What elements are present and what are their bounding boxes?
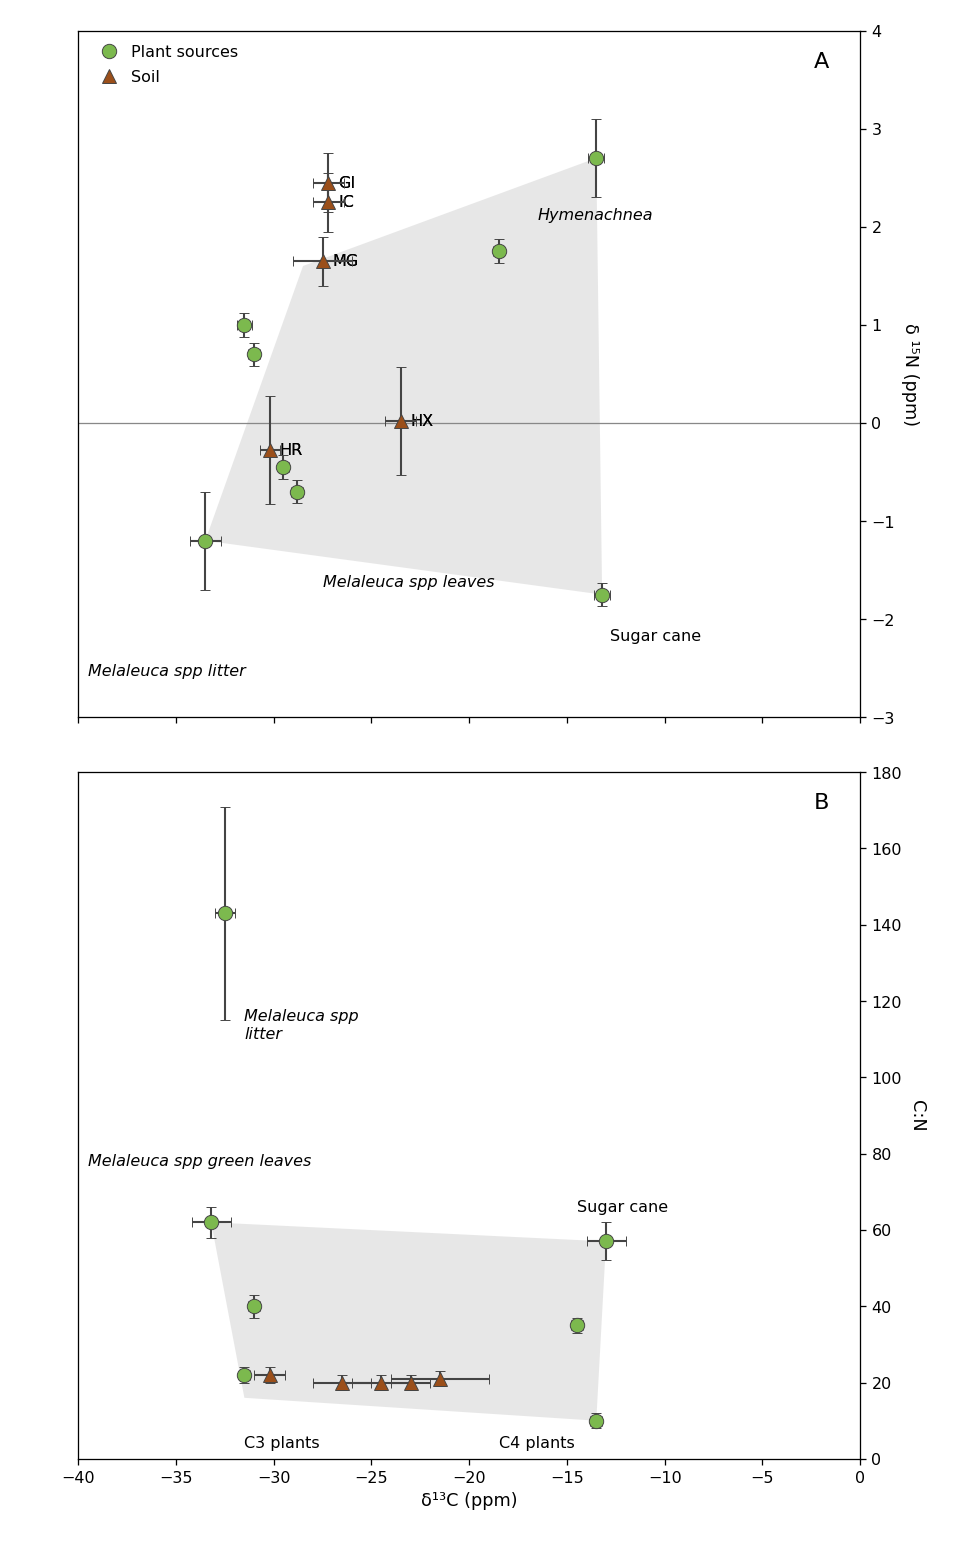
X-axis label: δ¹³C (ppm): δ¹³C (ppm) (421, 1491, 517, 1510)
Text: B: B (813, 793, 828, 813)
Y-axis label: C:N: C:N (908, 1100, 925, 1131)
Polygon shape (205, 158, 602, 594)
Text: IC: IC (338, 196, 354, 210)
Text: MG: MG (332, 255, 359, 268)
Text: Sugar cane: Sugar cane (576, 1200, 667, 1215)
Text: HR: HR (279, 444, 303, 458)
Text: HX: HX (410, 414, 434, 428)
Text: Melaleuca spp litter: Melaleuca spp litter (88, 664, 245, 678)
Text: C4 plants: C4 plants (498, 1436, 573, 1451)
Text: HR: HR (279, 444, 303, 458)
Text: Melaleuca spp leaves: Melaleuca spp leaves (322, 576, 494, 590)
Text: GI: GI (338, 175, 356, 191)
Text: Hymenachnea: Hymenachnea (537, 208, 653, 222)
Polygon shape (211, 1223, 606, 1420)
Text: A: A (813, 51, 828, 71)
Text: IC: IC (338, 196, 354, 210)
Y-axis label: δ ¹⁵N (ppm): δ ¹⁵N (ppm) (901, 323, 918, 425)
Text: HX: HX (410, 414, 434, 428)
Text: C3 plants: C3 plants (244, 1436, 319, 1451)
Text: MG: MG (332, 255, 359, 268)
Text: GI: GI (338, 175, 356, 191)
Text: Melaleuca spp green leaves: Melaleuca spp green leaves (88, 1153, 312, 1169)
Text: Sugar cane: Sugar cane (610, 629, 701, 644)
Text: Melaleuca spp
litter: Melaleuca spp litter (244, 1009, 359, 1041)
Legend: Plant sources, Soil: Plant sources, Soil (86, 39, 244, 92)
